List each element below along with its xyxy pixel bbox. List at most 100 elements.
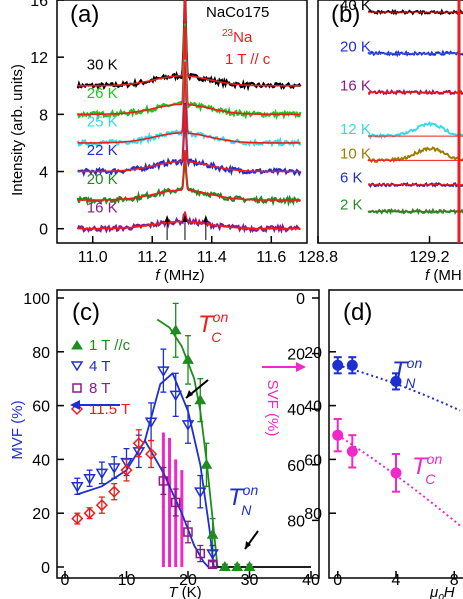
tn-main: T [228,484,245,511]
panel-a-sample: NaCo175 [206,4,269,21]
panel-c-xtick-label: 10 [118,572,136,589]
panel-a-spectra [76,0,302,235]
tc-main: T [198,311,215,338]
panel-c-point-8t [183,527,193,537]
panel-b-x-ticks: 128.8 129.2 [298,236,450,266]
panel-c-point-11t [83,507,96,520]
panel-c-point-4t [144,417,158,429]
panel-a-arrow-head [182,215,188,222]
panel-a-label: (a) [70,1,99,28]
panel-c-y-ticks-right: 0 20 40 60 80 [287,291,319,530]
panel-c-ytick-label: 0 [41,560,50,577]
panel-c-ytick-right-label: 60 [287,458,305,475]
tn-pointer-arrowhead [245,541,251,549]
legend-label-11t: 11.5 T [89,401,130,418]
panel-c-point-4t [95,468,109,480]
panel-a-xlabel: f (MHz) [155,267,204,284]
panel-d-point [390,467,402,479]
panel-d-xtick-label: 4 [392,572,401,589]
panel-b-series-label: 20 K [340,38,371,55]
panel-d-label: (d) [343,299,372,326]
panel-c-ylabel-right: SVF (%) [264,380,281,437]
panel-c-ytick-right-label: 80 [287,513,305,530]
panel-a-field: 1 T // c [225,51,271,68]
panel-c: 0 20 40 60 80 100 0 20 40 60 80 0 10 20 30 40 (c) 1 T… [9,289,320,599]
d-tc-sup: on [427,451,443,467]
nucleus-symbol: Na [233,29,253,46]
d-xlabel-main: μ [429,584,438,599]
panel-a-fit [77,25,301,116]
tn-sup: on [243,482,259,498]
panel-a-nucleus: 23Na [222,28,253,46]
panel-c-point-4t [157,366,170,378]
panel-c-y-ticks-left: 0 20 40 60 80 100 [23,291,64,577]
panel-c-point-8t [195,548,206,559]
legend-label-8t: 8 T [89,380,110,397]
panel-c-point-11t [108,485,121,498]
panel-a-fit [77,104,301,173]
legend-marker-8t [72,383,82,393]
panel-a-series-label: 22 K [87,142,118,159]
d-xlabel-sub: 0 [438,593,444,599]
panel-c-point-4t [70,482,84,493]
panel-a-series-label: 25 K [87,114,118,131]
legend-marker-4t [70,361,84,372]
legend-label-4t: 4 T [89,358,110,375]
panel-c-ytick-label: 20 [32,506,50,523]
panel-a-ytick-label: 0 [39,222,48,239]
panel-a-xtick-label: 11.2 [137,249,167,266]
panel-c-ytick-right-label: 20 [287,347,305,364]
panel-a-spectrum [76,152,302,207]
panel-c-point-8t [158,476,169,486]
panel-d-xtick-label: 0 [333,572,342,589]
panel-c-point-4t [206,549,219,561]
panel-d-point [332,359,344,371]
panel-a-x-ticks: 11.0 11.2 11.4 11.6 [78,236,286,266]
panel-a-series-label: 20 K [87,171,118,188]
panel-c-xlabel-var: T [168,584,179,599]
tc-pointer-arrowhead [186,390,193,398]
panel-c-point-4t [83,473,96,485]
panel-a-xlabel-unit: (MHz) [160,267,205,284]
panel-a-series-label: 26 K [87,85,118,102]
panel-c-svf-bar [168,437,172,567]
panel-c-point-4t [181,420,195,431]
panel-b-xlabel: f (MH [425,267,462,284]
panel-c-ytick-label: 80 [32,345,50,362]
panel-a-fit [77,211,301,230]
panel-b-spectrum [367,146,463,164]
panel-d-xtick-label: 8 [450,572,459,589]
d-tc-sub: C [425,471,436,487]
panel-c-point-1t [200,458,213,469]
panel-a-xlabel-var: f [155,267,161,284]
legend-label-1t: 1 T //c [89,337,131,354]
panel-d-ytick-label: 60 [304,452,322,469]
panel-c-ytick-right-label: 40 [287,402,305,419]
panel-c-point-8t [207,559,218,570]
panel-c-xtick-label: 40 [302,572,320,589]
panel-b-xlabel-unit: (MH [429,267,462,284]
panel-b-series-label: 10 K [340,145,371,162]
panel-d-ytick-label: 80 [304,506,322,523]
panel-c-point-11t [120,464,133,477]
panel-c-svf-bar [161,432,165,567]
panel-c-xlabel-unit: (K) [178,584,202,599]
panel-c-ytick-label: 40 [32,452,50,469]
panel-d-y-ticks: 20 40 60 80 [304,345,336,523]
panel-a-series-label: 16 K [87,199,118,216]
panel-c-ytick-label: 60 [32,399,50,416]
panel-a-ylabel: Intensity (arb. units) [9,64,26,196]
panel-c-point-1t [206,528,219,539]
panel-b-xtick-label: 129.2 [410,249,450,266]
panel-c-svf-bar [180,470,184,567]
panel-d-ytick-label: 20 [304,345,322,362]
panel-b-series-label: 40 K [340,0,371,14]
panel-c-label: (c) [72,299,100,326]
panel-c-ytick-label: 100 [23,291,50,308]
panel-c-point-1t [243,561,256,571]
panel-d-fit-line [337,434,461,527]
panel-c-point-4t [193,487,207,499]
panel-d-point [332,429,344,441]
